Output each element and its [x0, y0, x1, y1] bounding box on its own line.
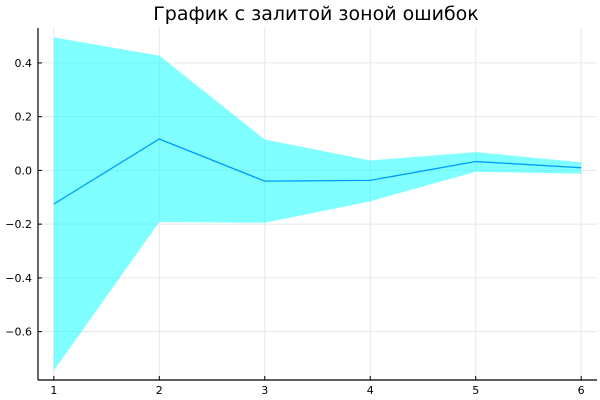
y-tick-label: 0.2: [15, 111, 33, 124]
y-tick-label: −0.6: [5, 326, 32, 339]
axes: [37, 28, 597, 381]
series-line: [53, 138, 582, 205]
y-tick-label: 0.4: [15, 57, 33, 70]
x-tick-label: 5: [472, 384, 479, 397]
x-tick-label: 6: [578, 384, 585, 397]
series-line-layer: [53, 138, 582, 205]
error-band: [53, 37, 582, 371]
y-tick-label: −0.4: [5, 272, 32, 285]
y-tick-labels: −0.6 −0.4 −0.2 0.0 0.2 0.4: [5, 57, 32, 339]
x-tick-label: 2: [156, 384, 163, 397]
x-tick-labels: 1 2 3 4 5 6: [50, 384, 584, 397]
y-tick-label: 0.0: [15, 164, 33, 177]
error-band-layer: [53, 37, 582, 371]
x-tick-label: 3: [261, 384, 268, 397]
x-tick-label: 4: [367, 384, 374, 397]
y-tick-label: −0.2: [5, 218, 32, 231]
chart-title: График с залитой зоной ошибок: [153, 3, 479, 25]
x-tick-label: 1: [50, 384, 57, 397]
